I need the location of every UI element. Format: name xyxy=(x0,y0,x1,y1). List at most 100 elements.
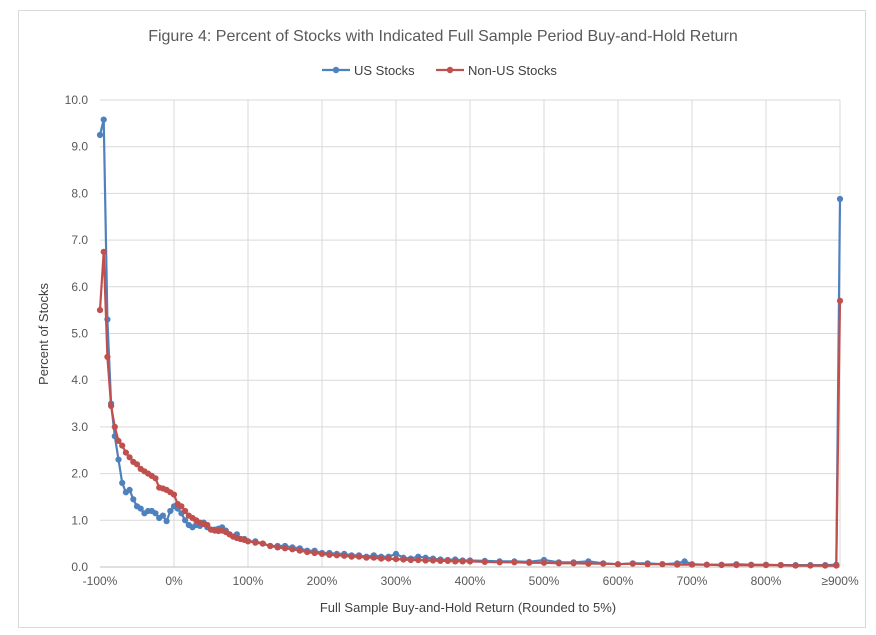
data-point xyxy=(326,551,333,559)
data-point xyxy=(378,555,385,562)
data-point xyxy=(163,518,170,525)
data-point xyxy=(496,559,503,566)
legend-item-us[interactable]: US Stocks xyxy=(322,63,415,78)
data-point xyxy=(133,461,141,468)
data-point xyxy=(659,561,666,568)
x-tick-label: 300% xyxy=(381,574,412,588)
series-group xyxy=(96,116,844,569)
y-tick-label: 5.0 xyxy=(71,327,88,341)
legend: US Stocks Non-US Stocks xyxy=(322,63,557,78)
data-point xyxy=(126,454,133,461)
data-point xyxy=(111,423,118,430)
data-point xyxy=(100,248,107,255)
data-point xyxy=(836,195,844,203)
data-point xyxy=(600,560,607,567)
data-point xyxy=(452,558,459,565)
data-point xyxy=(526,559,533,566)
x-tick-label: 600% xyxy=(603,574,634,588)
legend-item-nonus[interactable]: Non-US Stocks xyxy=(436,63,557,78)
x-axis-label: Full Sample Buy-and-Hold Return (Rounded… xyxy=(320,600,616,615)
data-point xyxy=(130,496,137,503)
data-point xyxy=(152,510,159,517)
data-point xyxy=(96,131,104,139)
data-point xyxy=(259,540,266,547)
data-point xyxy=(311,549,318,557)
y-tick-labels: 0.0 1.0 2.0 3.0 4.0 5.0 6.0 7.0 8.0 9.0 10.0 xyxy=(65,93,89,574)
data-point xyxy=(400,556,407,563)
data-point xyxy=(481,558,488,566)
data-point xyxy=(614,561,622,568)
data-point xyxy=(444,557,451,565)
data-point xyxy=(511,559,518,566)
data-point xyxy=(777,562,784,569)
data-point xyxy=(341,552,348,559)
data-point xyxy=(304,549,311,556)
data-point xyxy=(629,560,636,567)
data-point xyxy=(267,542,274,550)
data-point xyxy=(333,552,340,559)
data-point xyxy=(252,539,259,546)
data-point xyxy=(119,479,126,486)
data-point xyxy=(289,546,296,553)
data-point xyxy=(718,562,725,569)
x-tick-label: 200% xyxy=(307,574,338,588)
data-point xyxy=(540,559,548,566)
data-point xyxy=(96,307,104,314)
data-point xyxy=(733,562,740,569)
y-tick-label: 8.0 xyxy=(71,186,88,200)
chart-title: Figure 4: Percent of Stocks with Indicat… xyxy=(148,28,738,45)
data-point xyxy=(703,561,710,568)
data-point xyxy=(385,555,392,562)
y-tick-label: 9.0 xyxy=(71,140,88,154)
x-tick-label: 800% xyxy=(751,574,782,588)
data-point xyxy=(466,558,474,565)
data-point xyxy=(555,560,562,567)
data-point xyxy=(363,554,370,561)
data-point xyxy=(137,505,144,512)
y-tick-label: 6.0 xyxy=(71,280,88,294)
legend-marker-us xyxy=(332,66,340,74)
data-point xyxy=(182,507,189,515)
gridlines xyxy=(100,99,841,567)
data-point xyxy=(370,554,377,561)
legend-marker-nonus xyxy=(446,66,454,74)
legend-label-us: US Stocks xyxy=(354,63,415,78)
data-point xyxy=(807,562,814,569)
series-nonus xyxy=(96,248,844,569)
x-tick-label: -100% xyxy=(83,574,118,588)
data-point xyxy=(422,557,429,564)
legend-label-nonus: Non-US Stocks xyxy=(468,63,557,78)
data-point xyxy=(681,558,688,565)
y-tick-label: 3.0 xyxy=(71,420,88,434)
data-point xyxy=(836,297,844,304)
data-point xyxy=(833,562,840,569)
data-point xyxy=(115,437,122,444)
data-point xyxy=(100,116,107,123)
data-point xyxy=(674,561,681,568)
data-point xyxy=(570,560,577,567)
data-point xyxy=(748,562,755,569)
y-tick-label: 7.0 xyxy=(71,233,88,247)
x-tick-label: ≥900% xyxy=(821,574,859,588)
data-point xyxy=(170,491,178,498)
data-point xyxy=(152,475,159,482)
data-point xyxy=(159,512,166,519)
data-point xyxy=(348,553,355,560)
data-point xyxy=(459,558,466,565)
x-tick-label: 700% xyxy=(677,574,708,588)
data-point xyxy=(392,550,400,558)
data-point xyxy=(792,562,799,569)
data-point xyxy=(244,538,252,545)
data-point xyxy=(407,556,414,564)
data-point xyxy=(762,562,770,569)
data-point xyxy=(296,547,303,554)
data-point xyxy=(822,562,829,569)
data-point xyxy=(392,556,400,563)
data-point xyxy=(644,561,651,568)
data-point xyxy=(115,456,122,463)
chart-frame xyxy=(18,10,866,628)
x-tick-label: 500% xyxy=(529,574,560,588)
y-tick-label: 2.0 xyxy=(71,467,88,481)
data-point xyxy=(688,561,696,568)
